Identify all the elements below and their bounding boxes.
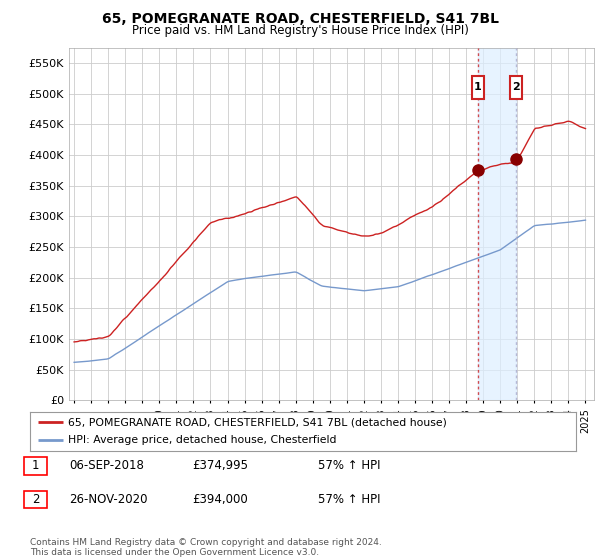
Text: 65, POMEGRANATE ROAD, CHESTERFIELD, S41 7BL (detached house): 65, POMEGRANATE ROAD, CHESTERFIELD, S41 … bbox=[68, 417, 447, 427]
Text: 65, POMEGRANATE ROAD, CHESTERFIELD, S41 7BL: 65, POMEGRANATE ROAD, CHESTERFIELD, S41 … bbox=[101, 12, 499, 26]
FancyBboxPatch shape bbox=[509, 76, 521, 99]
Text: 2: 2 bbox=[32, 493, 39, 506]
Text: 1: 1 bbox=[474, 82, 481, 92]
Text: 2: 2 bbox=[512, 82, 520, 92]
Text: Price paid vs. HM Land Registry's House Price Index (HPI): Price paid vs. HM Land Registry's House … bbox=[131, 24, 469, 36]
Text: Contains HM Land Registry data © Crown copyright and database right 2024.
This d: Contains HM Land Registry data © Crown c… bbox=[30, 538, 382, 557]
Text: 06-SEP-2018: 06-SEP-2018 bbox=[69, 459, 144, 473]
Text: 57% ↑ HPI: 57% ↑ HPI bbox=[318, 459, 380, 473]
Text: £394,000: £394,000 bbox=[192, 493, 248, 506]
Text: HPI: Average price, detached house, Chesterfield: HPI: Average price, detached house, Ches… bbox=[68, 435, 337, 445]
Text: £374,995: £374,995 bbox=[192, 459, 248, 473]
Bar bbox=[478, 48, 515, 400]
Text: 57% ↑ HPI: 57% ↑ HPI bbox=[318, 493, 380, 506]
FancyBboxPatch shape bbox=[472, 76, 484, 99]
Text: 26-NOV-2020: 26-NOV-2020 bbox=[69, 493, 148, 506]
Text: 1: 1 bbox=[32, 459, 39, 473]
